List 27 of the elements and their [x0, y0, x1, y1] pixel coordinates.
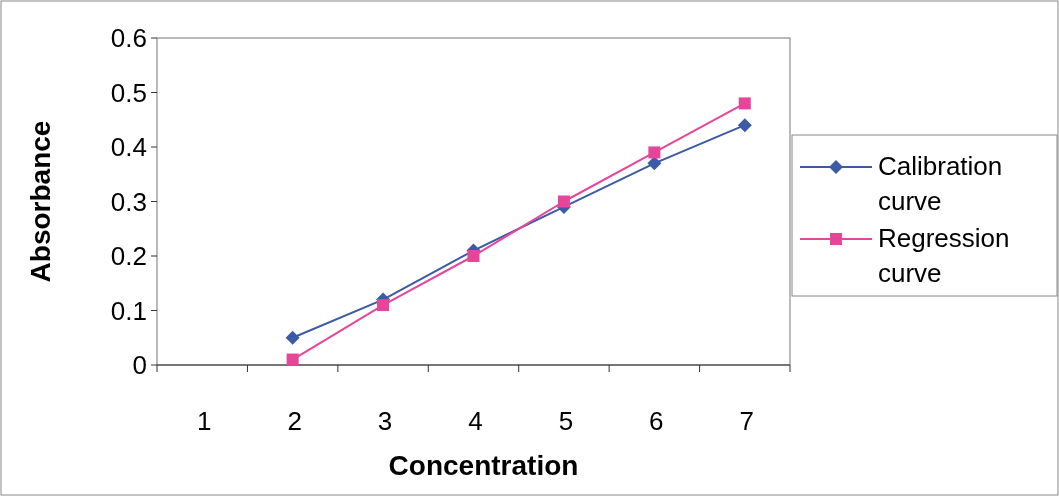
legend-label: Calibration curve [878, 151, 1003, 216]
x-tick-label: 3 [377, 406, 393, 436]
x-tick-label: 4 [468, 406, 483, 436]
y-tick-label: 0.1 [110, 295, 147, 326]
x-tick-label: 6 [649, 406, 664, 436]
y-axis-title: Absorbance [25, 120, 56, 283]
point [738, 97, 751, 110]
point [557, 195, 570, 208]
y-tick-label: 0.3 [110, 186, 147, 217]
y-tick-label: 0.4 [110, 132, 147, 163]
x-axis-title: Concentration [388, 450, 579, 481]
point [648, 146, 661, 159]
y-tick-label: 0.5 [110, 77, 147, 108]
point [286, 353, 299, 366]
x-tick-label: 7 [739, 406, 755, 436]
legend-label: Regression curve [878, 223, 1010, 288]
point [285, 330, 300, 345]
point [467, 250, 480, 262]
x-tick-label: 5 [558, 406, 574, 436]
y-tick-label: 0.6 [110, 23, 147, 54]
point [737, 118, 752, 133]
x-tick-label: 1 [196, 406, 212, 436]
point [647, 156, 662, 171]
y-tick-label: 0.2 [110, 241, 147, 272]
y-tick-label: 0 [132, 350, 147, 381]
x-tick-label: 2 [287, 406, 302, 436]
point [377, 299, 390, 312]
